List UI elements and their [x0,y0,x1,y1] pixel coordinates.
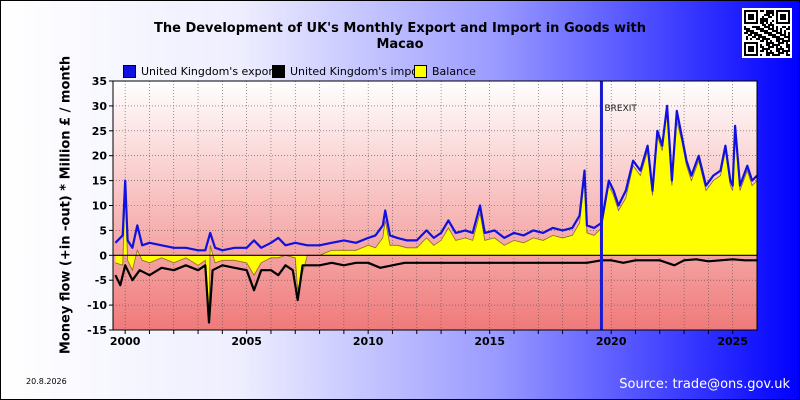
series-area-balance [115,110,757,316]
y-tick-label: 0 [99,249,107,262]
chart-title-line-1: The Development of UK's Monthly Export a… [153,21,646,36]
x-tick-label: 2025 [717,335,748,348]
legend-item-export: United Kingdom's export [123,63,277,79]
legend-label-balance: Balance [432,64,476,78]
legend-swatch-import [272,64,285,78]
y-tick-label: 30 [92,100,108,113]
legend-item-import: United Kingdom's import [272,63,427,79]
date-stamp: 20.8.2026 [26,377,67,386]
legend-label-export: United Kingdom's export [141,64,278,78]
y-tick-label: -5 [95,274,107,287]
y-tick-label: 35 [92,75,107,88]
y-tick-label: -10 [87,299,107,312]
y-tick-label: 10 [92,200,108,213]
chart-title-line-2: Macao [376,37,424,52]
x-tick-label: 2010 [353,335,384,348]
y-tick-label: -15 [87,324,107,337]
legend-item-balance: Balance [414,63,476,79]
source-link[interactable]: Source: trade@ons.gov.uk [619,377,790,392]
legend-swatch-export [123,64,136,78]
brexit-label: BREXIT [604,104,637,114]
y-tick-label: 15 [92,175,107,188]
y-axis-label: Money flow (+in -out) * Million £ / mont… [58,55,74,355]
y-tick-label: 25 [92,125,107,138]
qr-code-icon [742,8,792,58]
x-tick-label: 2015 [474,335,505,348]
x-tick-label: 2000 [110,335,141,348]
y-tick-label: 5 [99,224,107,237]
x-tick-label: 2005 [231,335,262,348]
series-line-import [114,258,757,324]
series-line-export [114,104,758,252]
x-tick-label: 2020 [596,335,627,348]
y-tick-label: 20 [92,150,108,163]
series-line-balance [115,110,758,316]
legend-swatch-balance [414,64,427,78]
legend-label-import: United Kingdom's import [290,64,427,78]
